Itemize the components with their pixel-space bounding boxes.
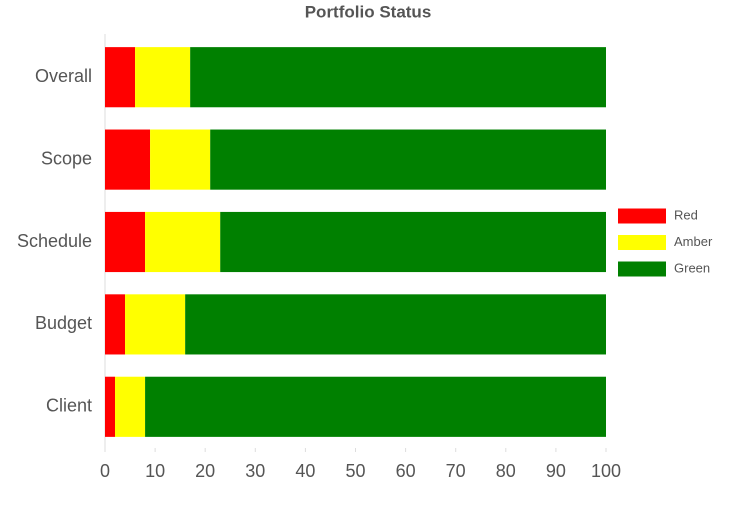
bar-segment bbox=[105, 376, 116, 437]
y-tick-label: Schedule bbox=[17, 231, 92, 251]
bar-segment bbox=[220, 211, 607, 273]
y-tick-label: Budget bbox=[35, 313, 92, 333]
bar-segment bbox=[105, 294, 126, 355]
bar-segment bbox=[125, 294, 186, 355]
bar-segment bbox=[145, 376, 606, 437]
legend-swatch bbox=[618, 261, 666, 277]
bar-segment bbox=[190, 47, 607, 108]
x-tick-label: 100 bbox=[591, 461, 621, 481]
legend-label: Red bbox=[674, 207, 698, 222]
x-tick-label: 40 bbox=[295, 461, 315, 481]
bar-segment bbox=[105, 47, 136, 108]
legend-label: Green bbox=[674, 260, 710, 275]
x-tick-label: 0 bbox=[100, 461, 110, 481]
bar-segment bbox=[105, 211, 146, 273]
chart-title: Portfolio Status bbox=[305, 2, 432, 21]
y-tick-label: Scope bbox=[41, 148, 92, 168]
bar-segment bbox=[145, 211, 221, 273]
x-tick-label: 30 bbox=[245, 461, 265, 481]
x-tick-label: 80 bbox=[496, 461, 516, 481]
x-tick-label: 60 bbox=[396, 461, 416, 481]
bar-segment bbox=[185, 294, 606, 355]
bar-segment bbox=[210, 129, 606, 190]
y-tick-label: Client bbox=[46, 396, 92, 416]
bar-segment bbox=[135, 47, 191, 108]
bar-segment bbox=[115, 376, 146, 437]
x-tick-label: 50 bbox=[345, 461, 365, 481]
x-tick-label: 10 bbox=[145, 461, 165, 481]
x-tick-label: 70 bbox=[446, 461, 466, 481]
legend-swatch bbox=[618, 235, 666, 250]
legend-swatch bbox=[618, 208, 666, 224]
bar-segment bbox=[150, 129, 211, 190]
x-tick-label: 20 bbox=[195, 461, 215, 481]
legend-label: Amber bbox=[674, 234, 713, 249]
x-tick-label: 90 bbox=[546, 461, 566, 481]
y-tick-label: Overall bbox=[35, 66, 92, 86]
bar-segment bbox=[105, 129, 151, 190]
